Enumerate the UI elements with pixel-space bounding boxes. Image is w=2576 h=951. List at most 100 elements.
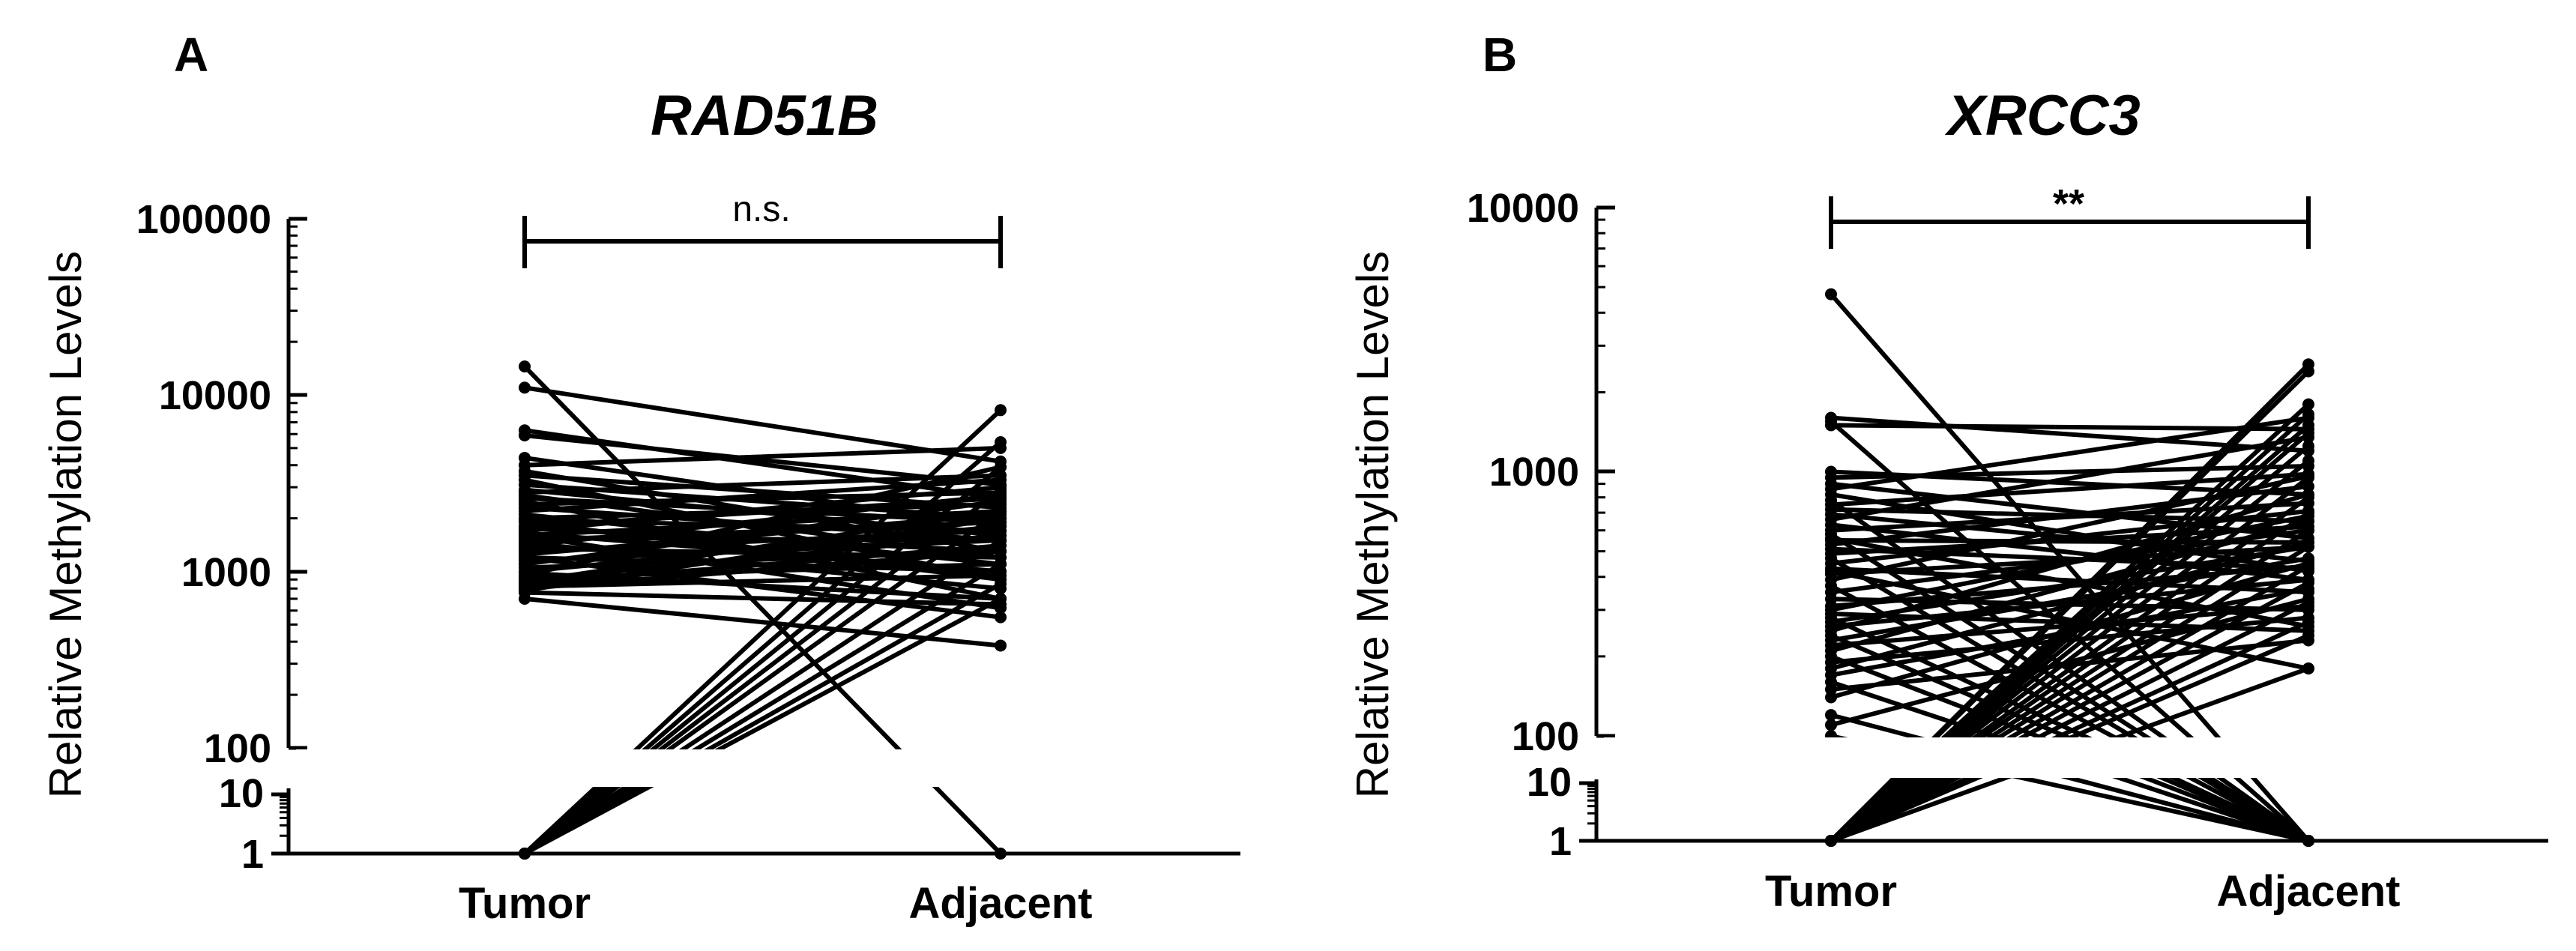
paired-line [522, 408, 1003, 856]
paired-line [522, 573, 1003, 589]
tumor-point [1825, 709, 1837, 722]
y-tick-label-b: 1000 [1489, 450, 1579, 495]
panel-letter-a: A [174, 28, 208, 82]
paired-line [522, 561, 1003, 856]
tumor-point [1825, 288, 1837, 301]
x-tick-label-tumor-b: Tumor [1765, 867, 1897, 916]
paired-lines-b [1604, 288, 2563, 847]
adjacent-point [995, 558, 1007, 570]
adjacent-point [2302, 515, 2314, 528]
paired-line [1829, 536, 2311, 629]
paired-line [1829, 556, 2311, 843]
paired-line [1829, 580, 2311, 843]
y-axis-label-b: Relative Methylation Levels [1348, 251, 1398, 798]
paired-line [522, 596, 1003, 648]
paired-line [522, 508, 1003, 856]
tumor-point [1825, 415, 1837, 428]
adjacent-point [2302, 576, 2314, 589]
tumor-point [1825, 691, 1837, 704]
adjacent-point [2302, 835, 2314, 847]
adjacent-point [2302, 629, 2314, 641]
adjacent-point [995, 534, 1007, 547]
x-tick-label-adjacent-a: Adjacent [909, 879, 1093, 928]
adjacent-point [2302, 620, 2314, 633]
adjacent-point [995, 848, 1007, 860]
paired-line [1829, 713, 2311, 843]
paired-line [522, 596, 1003, 856]
tumor-point [1825, 532, 1837, 545]
paired-line [1829, 415, 2311, 492]
adjacent-point [995, 569, 1007, 582]
paired-line [1829, 528, 2311, 843]
chart-title-a: RAD51B [651, 84, 878, 148]
adjacent-point [995, 545, 1007, 558]
panel-letter-b: B [1482, 28, 1517, 82]
tumor-point [519, 429, 531, 441]
adjacent-point [2302, 524, 2314, 537]
y-axis-label-a: Relative Methylation Levels [40, 251, 91, 798]
adjacent-point [2302, 454, 2314, 467]
adjacent-point [995, 592, 1007, 605]
tumor-point [519, 551, 531, 564]
adjacent-point [2302, 540, 2314, 553]
chart-title-b: XRCC3 [1944, 84, 2141, 148]
adjacent-point [2302, 440, 2314, 453]
paired-line [1829, 600, 2311, 843]
x-tick-label-adjacent-b: Adjacent [2217, 867, 2401, 916]
adjacent-point [2302, 491, 2314, 504]
y-tick-label-a: 10000 [159, 373, 271, 418]
paired-line [1829, 492, 2311, 633]
tumor-point [519, 360, 531, 372]
adjacent-point [995, 611, 1007, 624]
y-tick-label-b: 100 [1512, 714, 1579, 759]
adjacent-point [995, 578, 1007, 591]
paired-lines-a [296, 360, 1255, 860]
y-tick-label-b: 10000 [1467, 186, 1579, 231]
paired-line [1829, 519, 2311, 653]
tumor-point [1825, 565, 1837, 578]
y-tick-label-a: 100000 [136, 197, 271, 242]
adjacent-point [2302, 408, 2314, 420]
tumor-point [1825, 719, 1837, 731]
significance-label-b: ** [2053, 181, 2084, 226]
tumor-point [519, 592, 531, 605]
x-tick-label-tumor-a: Tumor [459, 879, 591, 928]
y-tick-label-a: 1 [241, 832, 264, 877]
y-tick-label-a: 10 [219, 771, 264, 816]
minor-ticks-b [1587, 218, 1605, 825]
tumor-point [519, 529, 531, 542]
axis-break-mask [1604, 737, 2563, 778]
paired-line [1829, 638, 2311, 692]
tumor-point [1825, 835, 1837, 847]
paired-line [1829, 544, 2311, 843]
paired-line [1829, 556, 2311, 643]
paired-line [522, 508, 1003, 585]
adjacent-point [2302, 596, 2314, 609]
adjacent-point [2302, 365, 2314, 378]
paired-line [1829, 510, 2311, 843]
paired-line [522, 487, 1003, 856]
y-tick-label-a: 100 [204, 726, 271, 771]
adjacent-point [2302, 507, 2314, 519]
paired-line [522, 590, 1003, 607]
y-tick-label-b: 10 [1527, 760, 1572, 805]
adjacent-point [2302, 398, 2314, 411]
paired-line [522, 465, 1003, 856]
panel-b: B XRCC3 Relative Methylation Levels 1000… [1348, 28, 2563, 916]
axis-break-mask [296, 749, 1255, 787]
paired-line [522, 555, 1003, 620]
adjacent-point [995, 483, 1007, 496]
adjacent-point [995, 504, 1007, 517]
adjacent-point [2302, 426, 2314, 439]
significance-label-a: n.s. [732, 190, 790, 229]
tumor-point [519, 848, 531, 860]
tumor-point [519, 381, 531, 394]
minor-ticks-a [280, 225, 298, 837]
paired-line [522, 473, 1003, 495]
adjacent-point [995, 639, 1007, 652]
adjacent-point [995, 602, 1007, 615]
adjacent-point [2302, 471, 2314, 484]
paired-line [522, 445, 1003, 468]
paired-line [522, 485, 1003, 534]
